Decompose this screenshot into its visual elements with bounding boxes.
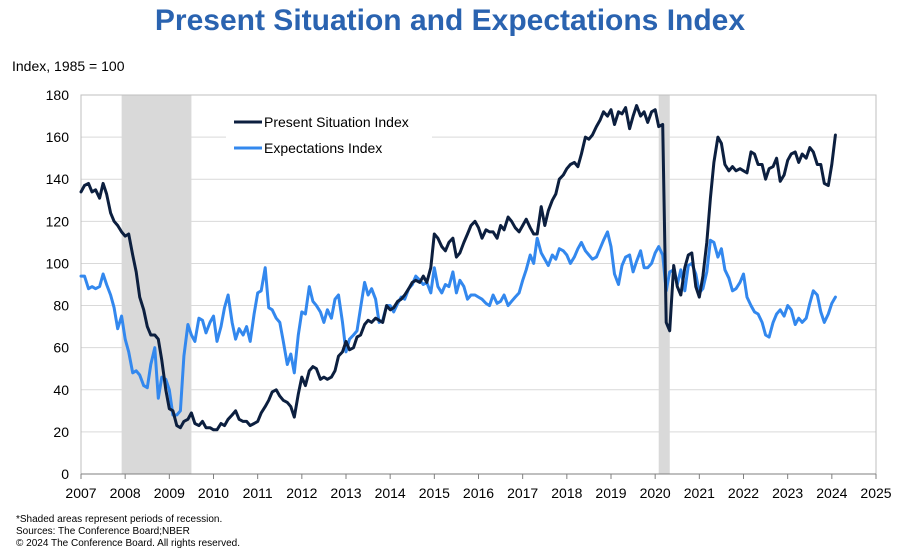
x-tick-label: 2008 (110, 485, 141, 501)
y-tick-label: 100 (46, 255, 70, 271)
x-tick-label: 2017 (507, 485, 538, 501)
x-axis: 2007 2008 2009 2010 2011 2012 2013 2014 2015 2016… (65, 473, 892, 501)
series-line-1 (79, 104, 837, 432)
x-tick-label: 2010 (198, 485, 229, 501)
x-tick-label: 2012 (286, 485, 317, 501)
x-tick-label: 2021 (684, 485, 715, 501)
y-axis-unit-label: Index, 1985 = 100 (12, 58, 125, 74)
x-tick-label: 2020 (640, 485, 671, 501)
y-tick-label: 120 (46, 213, 70, 229)
x-tick-label: 2022 (728, 485, 759, 501)
x-tick-label: 2011 (243, 485, 273, 501)
y-tick-label: 160 (46, 129, 70, 145)
y-axis: 0 20 40 60 80 100 120 140 160 180 (46, 87, 70, 482)
x-tick-label: 2016 (463, 485, 494, 501)
x-tick-label: 2023 (772, 485, 803, 501)
legend-label-2: Expectations Index (264, 140, 382, 156)
recession-band-1 (121, 95, 192, 474)
y-tick-label: 40 (53, 382, 69, 398)
legend-label-1: Present Situation Index (264, 114, 409, 130)
y-tick-label: 80 (53, 298, 69, 314)
x-tick-label: 2013 (330, 485, 361, 501)
grid-lines (81, 136, 876, 433)
x-tick-label: 2009 (154, 485, 185, 501)
plot-area-border (80, 94, 877, 475)
series-lines (79, 104, 837, 432)
y-tick-label: 140 (46, 171, 70, 187)
footnote-sources: Sources: The Conference Board;NBER (16, 526, 190, 537)
legend-box (226, 108, 432, 164)
chart-title: Present Situation and Expectations Index (154, 4, 746, 37)
y-tick-label: 180 (46, 87, 70, 103)
series-line-2 (79, 230, 837, 417)
x-tick-label: 2015 (419, 485, 450, 501)
x-tick-label: 2018 (551, 485, 582, 501)
x-tick-label: 2007 (65, 485, 96, 501)
legend: Present Situation Index Expectations Inde… (226, 108, 432, 164)
footnote-copyright: © 2024 The Conference Board. All rights … (16, 538, 240, 549)
footnotes: *Shaded areas represent periods of reces… (16, 514, 240, 550)
x-tick-label: 2014 (375, 485, 406, 501)
x-tick-label: 2019 (595, 485, 626, 501)
x-tick-label: 2024 (816, 485, 847, 501)
y-tick-label: 0 (61, 466, 69, 482)
y-tick-label: 20 (53, 424, 69, 440)
footnote-recession: *Shaded areas represent periods of reces… (16, 514, 223, 525)
y-tick-label: 60 (53, 340, 69, 356)
x-tick-label: 2025 (860, 485, 891, 501)
